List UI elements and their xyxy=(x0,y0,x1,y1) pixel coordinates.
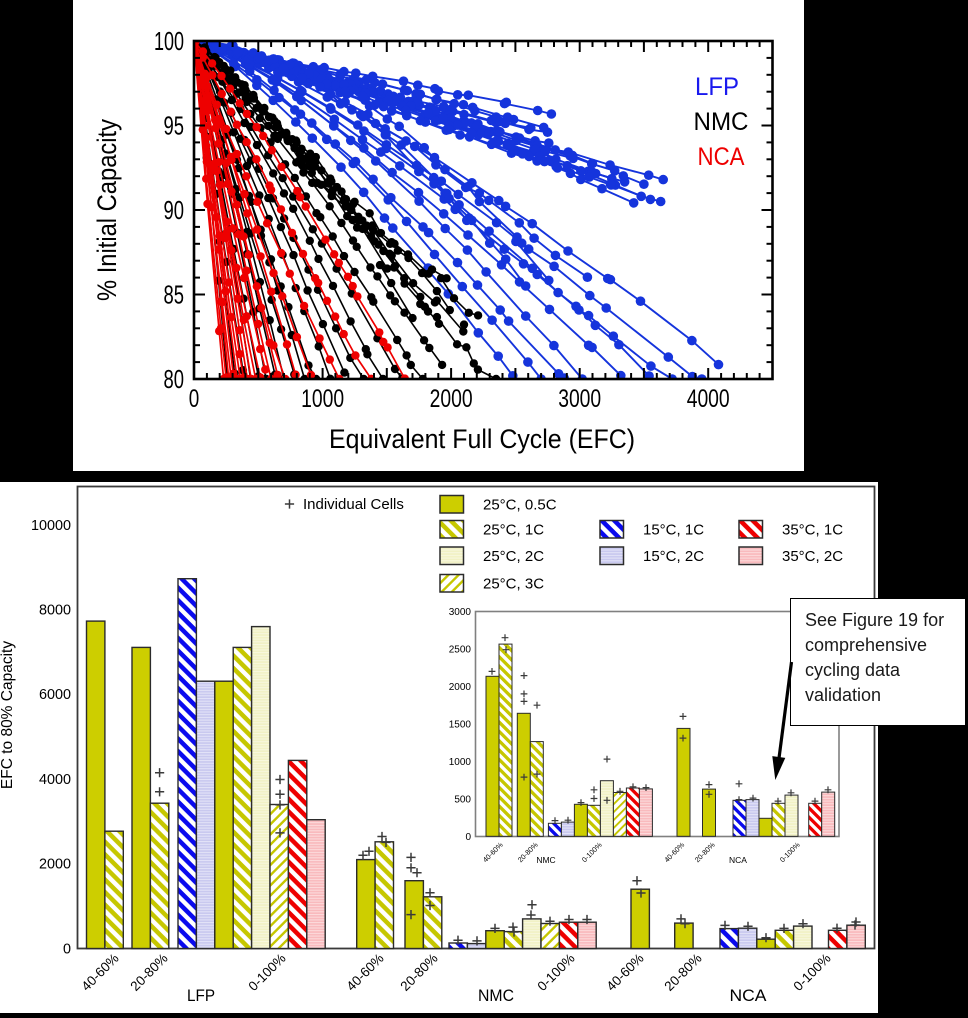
svg-text:25°C, 2C: 25°C, 2C xyxy=(483,548,544,565)
svg-text:3000: 3000 xyxy=(449,607,472,618)
svg-text:25°C, 3C: 25°C, 3C xyxy=(483,575,544,592)
svg-text:NMC: NMC xyxy=(694,108,749,136)
svg-text:2000: 2000 xyxy=(430,385,473,413)
svg-text:Individual Cells: Individual Cells xyxy=(303,496,404,513)
svg-text:20-80%: 20-80% xyxy=(127,951,170,994)
svg-text:EFC to 80% Capacity: EFC to 80% Capacity xyxy=(0,641,16,789)
svg-text:0: 0 xyxy=(189,385,200,413)
svg-text:0-100%: 0-100% xyxy=(245,951,288,994)
svg-text:LFP: LFP xyxy=(187,987,215,1005)
svg-text:25°C, 1C: 25°C, 1C xyxy=(483,521,544,538)
svg-text:85: 85 xyxy=(164,280,185,310)
svg-text:1500: 1500 xyxy=(449,719,472,730)
svg-text:% Initial Capacity: % Initial Capacity xyxy=(92,119,122,301)
svg-text:15°C, 1C: 15°C, 1C xyxy=(643,521,704,538)
svg-text:NCA: NCA xyxy=(729,855,747,865)
svg-text:NMC: NMC xyxy=(536,855,555,865)
svg-text:100: 100 xyxy=(154,26,184,56)
svg-text:15°C, 2C: 15°C, 2C xyxy=(643,548,704,565)
svg-text:90: 90 xyxy=(164,195,185,225)
svg-text:80: 80 xyxy=(164,364,185,394)
svg-text:1000: 1000 xyxy=(301,385,344,413)
svg-text:6000: 6000 xyxy=(39,687,71,703)
svg-text:35°C, 1C: 35°C, 1C xyxy=(782,521,843,538)
svg-text:10000: 10000 xyxy=(31,518,71,534)
svg-text:2000: 2000 xyxy=(39,857,71,873)
svg-text:2000: 2000 xyxy=(449,682,472,693)
svg-text:LFP: LFP xyxy=(695,73,739,101)
svg-text:3000: 3000 xyxy=(558,385,601,413)
svg-text:40-60%: 40-60% xyxy=(343,951,386,994)
svg-text:35°C, 2C: 35°C, 2C xyxy=(782,548,843,565)
svg-text:20-80%: 20-80% xyxy=(661,951,704,994)
svg-text:8000: 8000 xyxy=(39,603,71,619)
svg-text:4000: 4000 xyxy=(687,385,730,413)
svg-text:500: 500 xyxy=(454,794,471,805)
svg-text:95: 95 xyxy=(164,111,185,141)
svg-text:4000: 4000 xyxy=(39,772,71,788)
svg-text:1000: 1000 xyxy=(449,757,472,768)
svg-text:0: 0 xyxy=(465,832,471,843)
svg-text:0-100%: 0-100% xyxy=(534,951,577,994)
svg-text:20-80%: 20-80% xyxy=(397,951,440,994)
svg-text:0-100%: 0-100% xyxy=(790,951,833,994)
svg-text:2500: 2500 xyxy=(449,645,472,656)
svg-text:NMC: NMC xyxy=(478,987,514,1005)
svg-text:Equivalent Full Cycle (EFC): Equivalent Full Cycle (EFC) xyxy=(329,424,635,454)
svg-text:40-60%: 40-60% xyxy=(78,951,121,994)
svg-text:NCA: NCA xyxy=(698,143,745,171)
svg-text:NCA: NCA xyxy=(730,987,767,1005)
svg-text:0: 0 xyxy=(63,941,71,957)
svg-text:25°C, 0.5C: 25°C, 0.5C xyxy=(483,496,557,513)
svg-text:40-60%: 40-60% xyxy=(603,951,646,994)
